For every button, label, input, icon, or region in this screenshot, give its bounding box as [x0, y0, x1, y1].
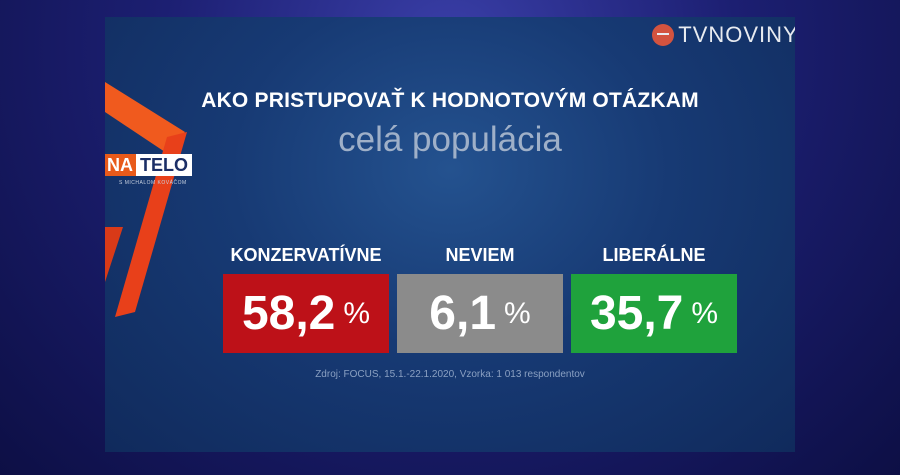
percent-sign-2: % — [691, 296, 719, 330]
show-badge: NA TELO — [105, 154, 192, 176]
category-label-1: NEVIEM — [445, 245, 515, 265]
category-label-0: KONZERVATÍVNE — [230, 245, 382, 265]
show-badge-subtitle: S MICHALOM KOVÁČOM — [119, 180, 187, 186]
heartbeat-icon — [652, 24, 675, 46]
channel-name: TVNOVINY. — [678, 22, 795, 47]
result-tile-2: 35,7% — [571, 274, 737, 353]
result-value-0: 58,2 — [241, 287, 336, 340]
percent-sign-0: % — [343, 296, 371, 330]
result-tile-0: 58,2% — [223, 274, 389, 353]
chart-title: AKO PRISTUPOVAŤ K HODNOTOVÝM OTÁZKAM — [201, 89, 699, 112]
chart-subtitle: celá populácia — [338, 120, 562, 159]
result-tile-1: 6,1% — [397, 274, 563, 353]
percent-sign-1: % — [504, 296, 531, 330]
show-badge-telo: TELO — [136, 154, 192, 176]
show-badge-na: NA — [105, 154, 136, 176]
result-value-1: 6,1 — [429, 287, 497, 340]
source-note: Zdroj: FOCUS, 15.1.-22.1.2020, Vzorka: 1… — [315, 369, 585, 380]
result-value-2: 35,7 — [589, 287, 684, 340]
broadcast-screen: TVNOVINY. NA TELO S MICHALOM KOVÁČOM AKO… — [105, 17, 795, 452]
channel-logo: TVNOVINY. — [652, 22, 795, 48]
category-label-2: LIBERÁLNE — [602, 245, 706, 265]
show-logo-graphic — [105, 82, 187, 317]
